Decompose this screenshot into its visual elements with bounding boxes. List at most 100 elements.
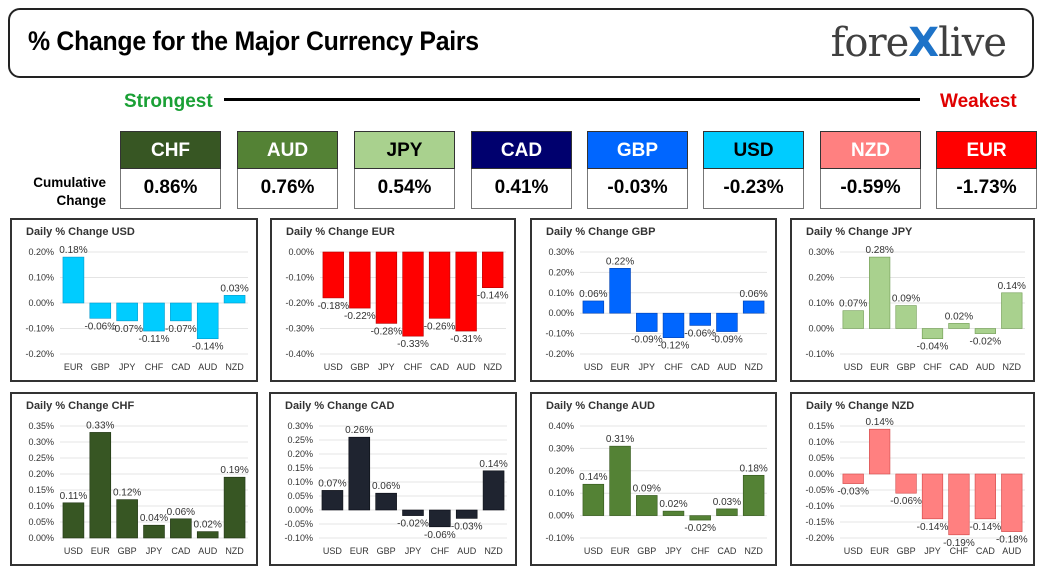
y-tick-label: 0.00% [548,511,574,521]
header-banner: % Change for the Major Currency Pairs fo… [8,8,1034,78]
x-tick-label: EUR [611,546,631,556]
bar-cad [716,508,738,516]
data-label: -0.31% [450,334,482,345]
bar-gbp [895,305,917,329]
data-label: -0.14% [917,522,949,533]
cumulative-change-value: -0.23% [703,169,804,209]
x-tick-label: JPY [119,362,136,372]
data-label: -0.06% [424,530,456,541]
x-tick-label: EUR [611,362,631,372]
x-tick-label: CHF [145,362,164,372]
x-tick-label: NZD [225,362,244,372]
data-label: 0.19% [220,465,248,476]
bar-jpy [143,524,165,539]
bar-aud [1001,473,1023,532]
x-tick-label: CHF [664,362,683,372]
bar-jpy [402,509,424,516]
bar-usd [322,251,344,299]
y-tick-label: -0.10% [805,501,834,511]
bar-eur [609,268,631,314]
bar-cad [974,473,996,520]
x-tick-label: AUD [457,362,477,372]
currency-code: JPY [354,131,455,169]
y-tick-label: -0.10% [284,533,313,543]
currency-code: GBP [587,131,688,169]
y-tick-label: 0.00% [287,505,313,515]
y-tick-label: 0.25% [28,453,54,463]
x-tick-label: GBP [118,546,137,556]
y-tick-label: 0.00% [288,247,314,257]
x-tick-label: EUR [91,546,111,556]
data-label: 0.22% [606,256,634,267]
data-label: -0.06% [84,321,116,332]
data-label: -0.03% [451,521,483,532]
data-label: 0.09% [633,483,661,494]
data-label: 0.06% [167,507,195,518]
y-tick-label: 0.20% [28,247,54,257]
cumulative-change-value: 0.41% [471,169,572,209]
data-label: -0.22% [344,311,376,322]
data-label: -0.33% [397,339,429,350]
y-tick-label: -0.40% [285,349,314,359]
bar-eur [869,428,891,475]
data-label: 0.09% [892,294,920,305]
bar-nzd [223,295,246,304]
data-label: -0.02% [970,337,1002,348]
x-tick-label: CAD [691,362,711,372]
y-tick-label: 0.20% [548,466,574,476]
cumulative-change-label: Cumulative Change [33,175,106,208]
data-label: 0.04% [140,513,168,524]
x-tick-label: JPY [405,546,422,556]
y-tick-label: 0.15% [808,421,834,431]
y-tick-label: -0.10% [545,329,574,339]
y-tick-label: -0.30% [285,324,314,334]
data-label: 0.02% [194,520,222,531]
y-tick-label: 0.35% [28,421,54,431]
data-label: 0.18% [739,463,767,474]
y-tick-label: 0.15% [287,463,313,473]
bar-chart: Daily % Change EUR 0.00% -0.10% -0.20% -0.30… [285,226,509,372]
y-tick-label: 0.10% [548,288,574,298]
y-tick-label: 0.30% [808,247,834,257]
bar-usd [62,502,85,539]
y-tick-label: 0.30% [287,421,313,431]
data-label: -0.06% [684,328,716,339]
y-tick-label: -0.20% [805,533,834,543]
x-tick-label: CHF [923,362,942,372]
x-tick-label: GBP [91,362,110,372]
data-label: -0.02% [684,523,716,534]
data-label: 0.18% [59,245,87,256]
bar-usd [842,310,864,329]
chart-title: Daily % Change EUR [286,226,395,238]
chart-panel-1: Daily % Change USD 0.20% 0.10% 0.00% -0.10% -… [10,218,258,382]
y-tick-label: 0.00% [28,533,54,543]
x-tick-label: NZD [744,362,763,372]
bar-cad [170,518,192,539]
x-tick-label: AUD [457,546,477,556]
y-tick-label: 0.00% [28,298,54,308]
currency-box-eur: EUR -1.73% [936,131,1037,211]
data-label: -0.19% [943,538,975,549]
x-tick-label: NZD [744,546,763,556]
data-label: 0.07% [318,478,346,489]
data-label: -0.28% [371,326,403,337]
page-title: % Change for the Major Currency Pairs [28,26,479,56]
bar-aud [455,251,477,332]
currency-box-aud: AUD 0.76% [237,131,338,211]
currency-code: NZD [820,131,921,169]
cumulative-change-value: -0.03% [587,169,688,209]
data-label: -0.18% [317,301,349,312]
data-label: -0.04% [917,342,949,353]
bar-chart: Daily % Change NZD0.15%0.10%0.05%0.00%-0… [805,400,1027,556]
x-tick-label: NZD [225,546,244,556]
y-tick-label: 0.00% [808,469,834,479]
bar-usd [321,490,344,511]
currency-code: CHF [120,131,221,169]
data-label: 0.28% [865,245,893,256]
x-tick-label: GBP [637,546,656,556]
data-label: -0.14% [477,291,509,302]
cumulative-change-value: 0.54% [354,169,455,209]
cumulative-change-value: -1.73% [936,169,1037,209]
chart-panel-6: Daily % Change CAD 0.30% 0.25% 0.20% 0.15% 0.… [269,392,517,566]
bar-chf [429,509,451,528]
